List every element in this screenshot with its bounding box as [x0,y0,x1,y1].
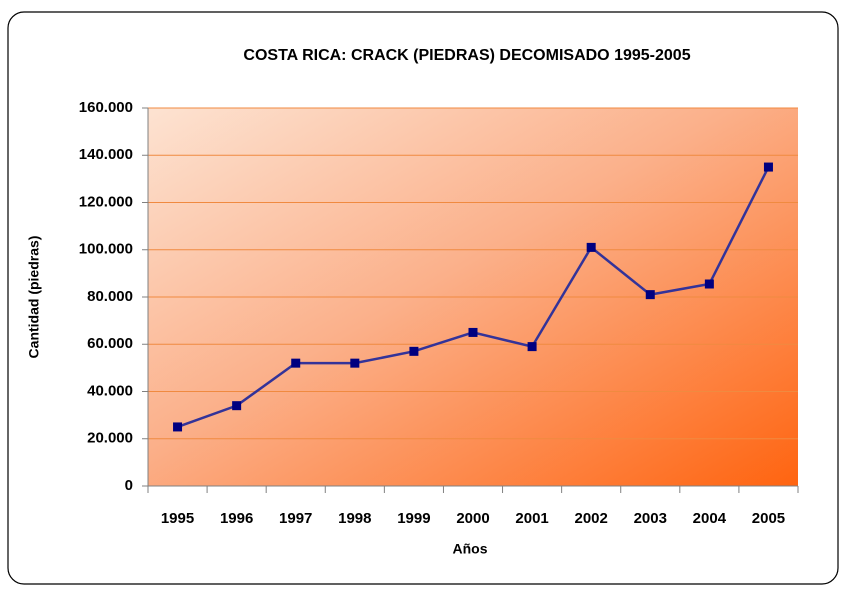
y-tick-label: 60.000 [87,335,133,352]
x-tick-label: 2004 [693,510,727,527]
chart-title: COSTA RICA: CRACK (PIEDRAS) DECOMISADO 1… [243,47,690,64]
marker [232,401,242,411]
marker [350,358,360,368]
marker [586,242,596,252]
x-tick-label: 2003 [634,510,667,527]
marker [645,290,655,300]
y-axis-label: Cantidad (piedras) [26,236,42,359]
marker [527,342,537,352]
marker [704,279,714,289]
y-tick-label: 40.000 [87,382,133,399]
marker [173,422,183,432]
y-tick-label: 120.000 [79,193,133,210]
y-tick-label: 160.000 [79,99,133,116]
x-axis-label: Años [453,541,488,557]
y-tick-label: 100.000 [79,241,133,258]
marker [291,358,301,368]
marker [409,346,419,356]
x-tick-label: 2001 [515,510,548,527]
x-tick-label: 2000 [456,510,489,527]
y-tick-label: 140.000 [79,146,133,163]
x-tick-label: 1996 [220,510,253,527]
x-tick-label: 1998 [338,510,371,527]
x-tick-label: 2005 [752,510,785,527]
marker [763,162,773,172]
x-tick-label: 1997 [279,510,312,527]
x-tick-label: 2002 [574,510,607,527]
x-tick-label: 1995 [161,510,194,527]
y-tick-label: 20.000 [87,430,133,447]
y-tick-label: 0 [125,477,133,494]
marker [468,327,478,337]
y-tick-label: 80.000 [87,288,133,305]
x-tick-label: 1999 [397,510,430,527]
